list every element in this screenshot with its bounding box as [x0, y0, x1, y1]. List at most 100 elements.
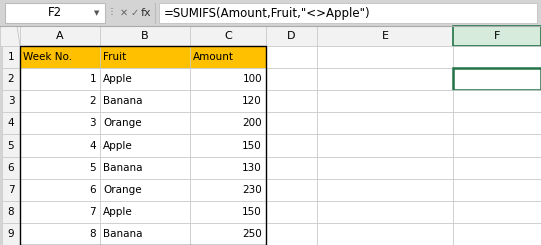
Bar	[453, 135, 541, 157]
Text: 200: 200	[242, 118, 262, 128]
Text: ▼: ▼	[94, 10, 100, 16]
Text: D: D	[287, 31, 296, 41]
Text: ✕: ✕	[120, 8, 128, 18]
Bar	[266, 223, 317, 245]
Text: 5: 5	[89, 163, 96, 173]
Bar	[317, 46, 453, 68]
Bar	[5, 3, 105, 23]
Bar	[2, 223, 20, 245]
Bar	[317, 112, 453, 135]
Bar	[190, 135, 266, 157]
Text: Amount: Amount	[193, 52, 234, 62]
Bar	[2, 135, 20, 157]
Bar	[190, 112, 266, 135]
Bar	[20, 201, 100, 223]
Bar	[317, 26, 453, 46]
Bar	[190, 90, 266, 112]
Bar	[317, 90, 453, 112]
Bar	[2, 157, 20, 179]
Bar	[20, 26, 100, 46]
Text: 1: 1	[8, 52, 14, 62]
Text: 120: 120	[242, 96, 262, 106]
Text: E: E	[381, 31, 388, 41]
Bar	[190, 68, 266, 90]
Bar	[100, 46, 190, 68]
Bar	[159, 3, 537, 23]
Bar	[317, 157, 453, 179]
Text: 5: 5	[8, 140, 14, 150]
Text: 1: 1	[89, 74, 96, 84]
Bar	[453, 112, 541, 135]
Bar	[20, 68, 100, 90]
Bar	[20, 46, 266, 245]
Text: 150: 150	[242, 207, 262, 217]
Bar	[317, 223, 453, 245]
Text: 6: 6	[89, 185, 96, 195]
Text: Banana: Banana	[103, 96, 142, 106]
Text: 4: 4	[8, 118, 14, 128]
Text: ⁝: ⁝	[110, 7, 114, 20]
Bar	[0, 26, 20, 46]
Bar	[2, 68, 20, 90]
Text: 7: 7	[89, 207, 96, 217]
Bar	[100, 68, 190, 90]
Text: Banana: Banana	[103, 229, 142, 239]
Bar	[2, 179, 20, 201]
Text: 7: 7	[8, 185, 14, 195]
Bar	[266, 26, 317, 46]
Text: 150: 150	[242, 140, 262, 150]
Text: 9: 9	[8, 229, 14, 239]
Bar	[317, 201, 453, 223]
Bar	[453, 223, 541, 245]
Bar	[453, 90, 541, 112]
Bar	[453, 68, 541, 90]
Text: 8: 8	[8, 207, 14, 217]
Text: ✓: ✓	[131, 8, 139, 18]
Bar	[100, 90, 190, 112]
Bar	[100, 112, 190, 135]
Bar	[266, 112, 317, 135]
Bar	[266, 135, 317, 157]
Text: 6: 6	[8, 163, 14, 173]
Bar	[317, 68, 453, 90]
Bar	[100, 223, 190, 245]
Bar	[266, 90, 317, 112]
Bar	[2, 201, 20, 223]
Bar	[20, 179, 100, 201]
Bar	[20, 223, 100, 245]
Bar	[0, 0, 541, 26]
Bar	[2, 112, 20, 135]
Text: Orange: Orange	[103, 118, 142, 128]
Text: 4: 4	[89, 140, 96, 150]
Bar	[20, 135, 100, 157]
Bar	[453, 46, 541, 68]
Bar	[20, 157, 100, 179]
Text: C: C	[224, 31, 232, 41]
Bar	[453, 201, 541, 223]
Text: 2: 2	[8, 74, 14, 84]
Bar	[190, 201, 266, 223]
Bar	[100, 201, 190, 223]
Bar	[100, 26, 190, 46]
Text: 230: 230	[242, 185, 262, 195]
Text: Fruit: Fruit	[103, 52, 126, 62]
Text: =SUMIFS(Amount,Fruit,"<>Apple"): =SUMIFS(Amount,Fruit,"<>Apple")	[164, 7, 371, 20]
Text: Week No.: Week No.	[23, 52, 72, 62]
Text: fx: fx	[141, 8, 151, 18]
Bar	[266, 46, 317, 68]
Bar	[190, 223, 266, 245]
Text: 3: 3	[8, 96, 14, 106]
Bar	[266, 201, 317, 223]
Text: F2: F2	[48, 7, 62, 20]
Text: 8: 8	[89, 229, 96, 239]
Bar	[190, 157, 266, 179]
Bar	[453, 26, 541, 46]
Text: A: A	[56, 31, 64, 41]
Text: F: F	[494, 31, 500, 41]
Bar	[2, 46, 20, 68]
Text: 2: 2	[89, 96, 96, 106]
Text: Apple: Apple	[103, 74, 133, 84]
Bar	[453, 179, 541, 201]
Bar	[190, 26, 266, 46]
Bar	[100, 179, 190, 201]
